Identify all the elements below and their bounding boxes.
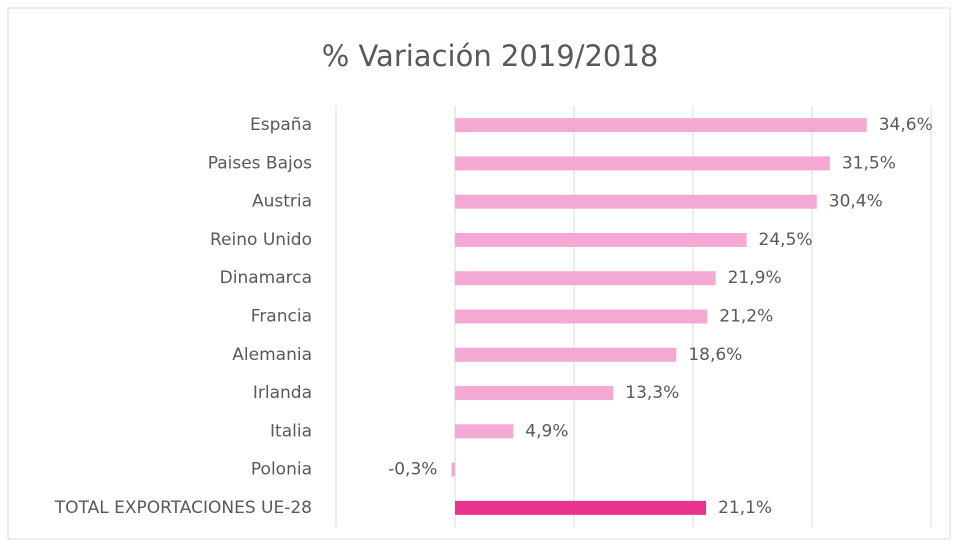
data-label: 34,6% (879, 115, 933, 135)
chart-title: % Variación 2019/2018 (322, 39, 659, 73)
bar (455, 271, 716, 286)
y-tick-label: Italia (270, 421, 312, 441)
y-tick-label: Polonia (251, 460, 312, 480)
bar (451, 462, 455, 477)
y-tick-label: Irlanda (253, 383, 312, 403)
data-label: 31,5% (842, 153, 896, 173)
bar (455, 156, 830, 171)
y-tick-label: Reino Unido (210, 230, 312, 250)
y-tick-label: España (250, 115, 312, 135)
y-tick-label: TOTAL EXPORTACIONES UE-28 (54, 498, 312, 518)
bar (455, 347, 677, 362)
bar (455, 118, 867, 133)
data-label: 30,4% (829, 192, 883, 212)
data-label: 4,9% (525, 421, 568, 441)
data-label: 21,1% (718, 498, 772, 518)
bar (455, 500, 707, 515)
y-tick-label: Dinamarca (220, 268, 312, 288)
data-label: 21,9% (728, 268, 782, 288)
data-label: 13,3% (625, 383, 679, 403)
bar (455, 386, 614, 401)
data-label: 18,6% (688, 345, 742, 365)
bar (455, 194, 817, 209)
data-label: 21,2% (719, 307, 773, 327)
data-label: -0,3% (388, 460, 437, 480)
bar (455, 424, 514, 439)
data-label: 24,5% (759, 230, 813, 250)
y-tick-label: Francia (251, 307, 312, 327)
bar (455, 232, 747, 247)
bar (455, 309, 708, 324)
y-tick-label: Alemania (232, 345, 312, 365)
y-tick-label: Austria (252, 192, 312, 212)
y-tick-label: Paises Bajos (208, 153, 312, 173)
